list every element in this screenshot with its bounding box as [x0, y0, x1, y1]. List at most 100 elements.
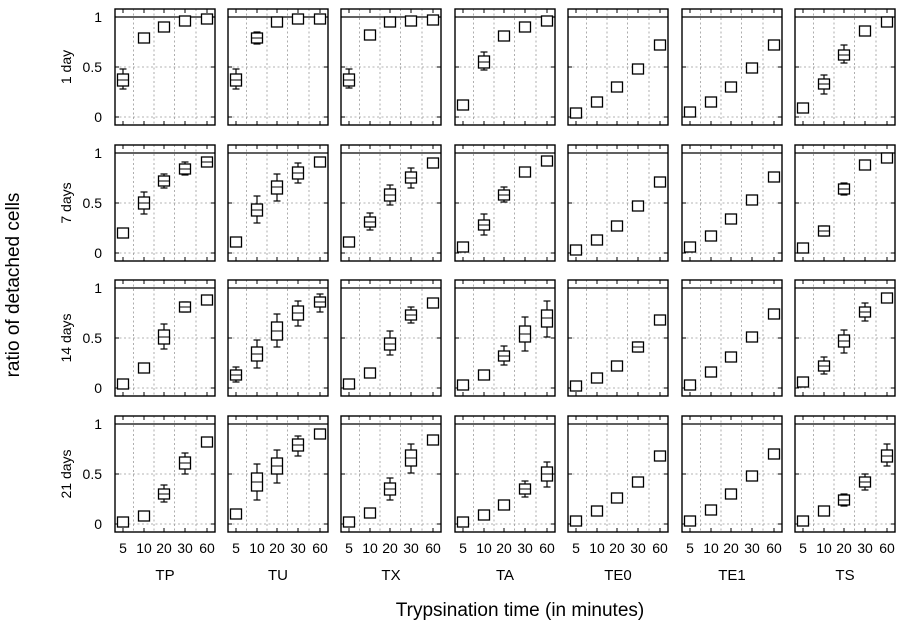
row-label: 14 days [58, 313, 74, 362]
box-mark [270, 16, 284, 28]
box-mark [116, 227, 130, 239]
box-mark [653, 39, 667, 51]
box-mark [137, 32, 151, 44]
panel-TE0-14-days [567, 279, 669, 397]
box-mark [767, 308, 781, 320]
panel-TE0-21-days [567, 415, 669, 533]
box-mark [880, 292, 894, 304]
y-tick-label: 0 [94, 109, 102, 125]
box-mark [518, 21, 532, 33]
x-tick-label: 20 [156, 540, 172, 556]
box-mark [724, 213, 738, 225]
panel-frame [114, 279, 216, 397]
panel-frame [227, 144, 329, 262]
box-mark [404, 15, 418, 27]
panel-TP-21-days [114, 415, 216, 533]
x-tick-label: 60 [879, 540, 895, 556]
panel-TA-21-days [454, 415, 556, 533]
box-mark [724, 351, 738, 363]
panel-TS-14-days [794, 279, 896, 397]
box-mark [858, 159, 872, 171]
panel-TU-1-day [227, 8, 329, 126]
x-tick-label: 20 [496, 540, 512, 556]
x-tick-label: 60 [199, 540, 215, 556]
box-mark [590, 234, 604, 246]
box-mark [796, 102, 810, 114]
panel-frame [794, 279, 896, 397]
box-mark [796, 515, 810, 527]
panel-TU-7-days [227, 144, 329, 262]
box-mark [745, 331, 759, 343]
box-mark [342, 378, 356, 390]
x-tick-label: 5 [345, 540, 353, 556]
box-mark [497, 499, 511, 511]
panel-TP-7-days [114, 144, 216, 262]
x-tick-label: 5 [686, 540, 694, 556]
box-mark [342, 516, 356, 528]
box-mark [426, 14, 440, 26]
box-mark [796, 376, 810, 388]
x-tick-label: 10 [703, 540, 719, 556]
box-mark [518, 166, 532, 178]
box-mark [456, 379, 470, 391]
panel-frame [227, 8, 329, 126]
panel-frame [567, 279, 669, 397]
y-tick-label: 1 [94, 145, 102, 161]
box-mark [745, 194, 759, 206]
box-mark [767, 171, 781, 183]
panel-frame [454, 279, 556, 397]
box-mark [610, 492, 624, 504]
treatment-label: TE0 [604, 567, 632, 584]
x-tick-label: 30 [177, 540, 193, 556]
box-mark [704, 96, 718, 108]
panel-TX-21-days [340, 415, 442, 533]
x-tick-label: 20 [836, 540, 852, 556]
x-tick-label: 5 [572, 540, 580, 556]
panel-frame [454, 415, 556, 533]
x-tick-label: 30 [630, 540, 646, 556]
box-mark [590, 505, 604, 517]
box-mark [363, 507, 377, 519]
box-mark [683, 379, 697, 391]
box-mark [704, 230, 718, 242]
box-mark [683, 515, 697, 527]
panel-frame [681, 415, 783, 533]
panel-frame [340, 144, 442, 262]
box-mark [569, 380, 583, 392]
x-tick-label: 10 [249, 540, 265, 556]
y-axis-title: ratio of detached cells [3, 193, 24, 378]
x-tick-label: 30 [290, 540, 306, 556]
box-mark [426, 297, 440, 309]
x-tick-label: 30 [744, 540, 760, 556]
panel-frame [794, 144, 896, 262]
box-mark [610, 360, 624, 372]
box-mark [590, 96, 604, 108]
x-tick-label: 10 [589, 540, 605, 556]
box-mark [200, 294, 214, 306]
panel-TE0-1-day [567, 8, 669, 126]
treatment-label: TU [268, 567, 288, 584]
panel-TA-1-day [454, 8, 556, 126]
panel-TE1-7-days [681, 144, 783, 262]
panel-TE1-14-days [681, 279, 783, 397]
box-mark [456, 99, 470, 111]
x-tick-label: 30 [857, 540, 873, 556]
treatment-label: TX [381, 567, 400, 584]
box-mark [497, 30, 511, 42]
x-tick-label: 60 [539, 540, 555, 556]
row-label: 7 days [58, 182, 74, 223]
box-mark [704, 366, 718, 378]
x-tick-label: 60 [652, 540, 668, 556]
box-mark [745, 62, 759, 74]
panel-frame [454, 144, 556, 262]
panel-TE1-1-day [681, 8, 783, 126]
x-tick-label: 5 [232, 540, 240, 556]
x-tick-label: 20 [269, 540, 285, 556]
panel-frame [227, 279, 329, 397]
box-mark [137, 510, 151, 522]
box-mark [116, 378, 130, 390]
panel-TA-7-days [454, 144, 556, 262]
panel-TX-14-days [340, 279, 442, 397]
box-mark [178, 15, 192, 27]
box-mark [200, 13, 214, 25]
